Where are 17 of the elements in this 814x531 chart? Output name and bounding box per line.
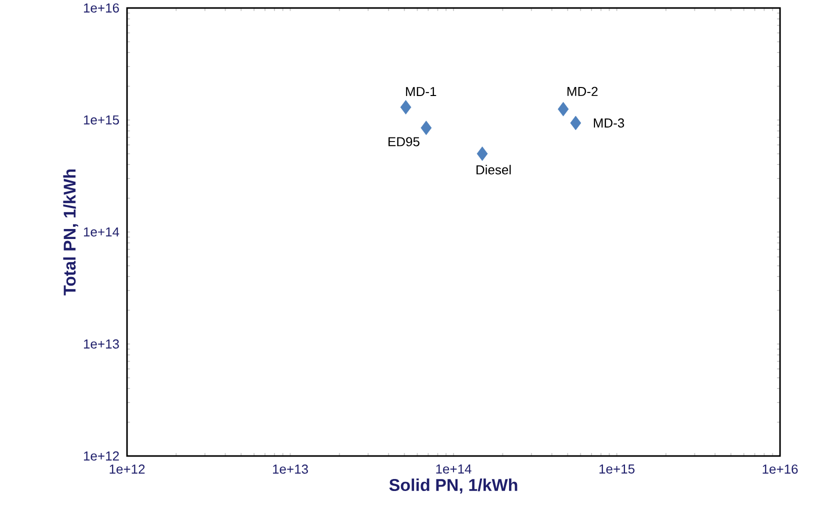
y-tick-label: 1e+16 — [84, 3, 119, 13]
x-tick-label: 1e+12 — [110, 464, 145, 474]
annotation: ED95 — [388, 137, 420, 146]
annotation: MD-3 — [594, 118, 624, 128]
annotation: MD-1 — [406, 87, 436, 96]
annotation: Diesel — [476, 164, 511, 174]
y-tick-label: 1e+12 — [84, 451, 119, 461]
y-tick-label: 1e+14 — [84, 227, 120, 237]
y-tick-label: 1e+15 — [84, 115, 119, 125]
y-axis-title: Total PN, 1/kWh — [63, 169, 78, 296]
x-tick-label: 1e+15 — [600, 464, 634, 474]
annotation: MD-2 — [568, 86, 598, 96]
x-tick-label: 1e+16 — [762, 464, 798, 474]
y-tick-label: 1e+13 — [84, 339, 119, 349]
x-axis-title: Solid PN, 1/kWh — [389, 478, 518, 494]
x-tick-label: 1e+14 — [436, 464, 472, 474]
x-tick-label: 1e+13 — [273, 464, 308, 474]
